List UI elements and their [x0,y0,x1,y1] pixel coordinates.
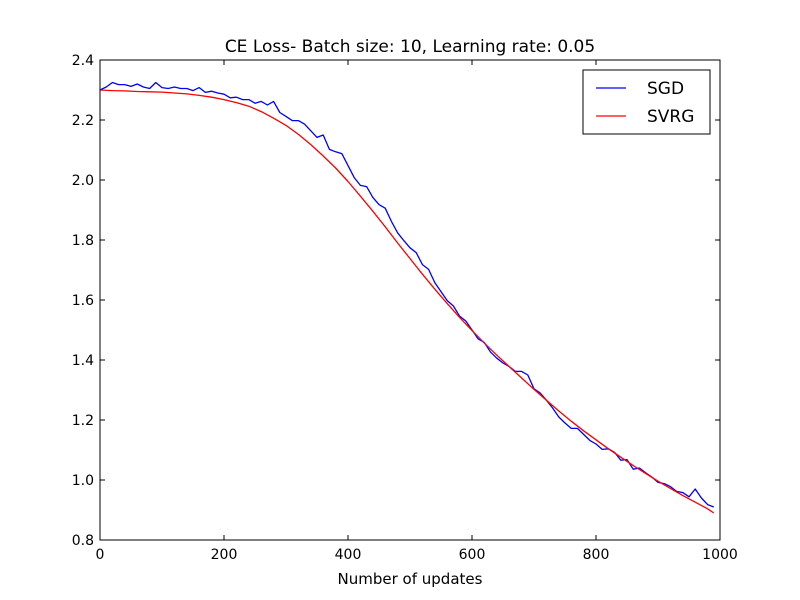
y-tick-label: 2.0 [72,173,94,189]
x-axis-ticks: 0 200 400 600 800 1000 [96,60,738,563]
x-tick-label: 0 [96,547,105,563]
y-tick-label: 0.8 [72,533,94,549]
legend-label-svrg: SVRG [647,107,694,127]
y-tick-label: 1.8 [72,233,94,249]
legend-box [582,69,711,135]
x-axis-label: Number of updates [338,570,483,588]
y-tick-label: 1.6 [72,293,94,309]
series-line-svrg [99,89,715,514]
legend: SGD SVRG [582,69,711,135]
x-tick-label: 400 [335,547,362,563]
x-tick-label: 200 [211,547,238,563]
series-layer [99,81,715,514]
series-line-sgd [99,81,715,508]
x-tick-label: 1000 [702,547,738,563]
y-axis-ticks: 0.8 1.0 1.2 1.4 1.6 1.8 2.0 2.2 2.4 [72,53,720,549]
plot-area: 0 200 400 600 800 1000 0.8 1.0 1.2 1.4 1.6 1.8 2.0 2… [72,53,738,563]
y-tick-label: 2.4 [72,53,94,69]
y-tick-label: 1.0 [72,473,94,489]
y-tick-label: 1.4 [72,353,94,369]
x-tick-label: 600 [459,547,486,563]
legend-label-sgd: SGD [647,79,684,99]
y-tick-label: 2.2 [72,113,94,129]
x-tick-label: 800 [583,547,610,563]
chart-title: CE Loss- Batch size: 10, Learning rate: … [225,37,595,57]
y-tick-label: 1.2 [72,413,94,429]
